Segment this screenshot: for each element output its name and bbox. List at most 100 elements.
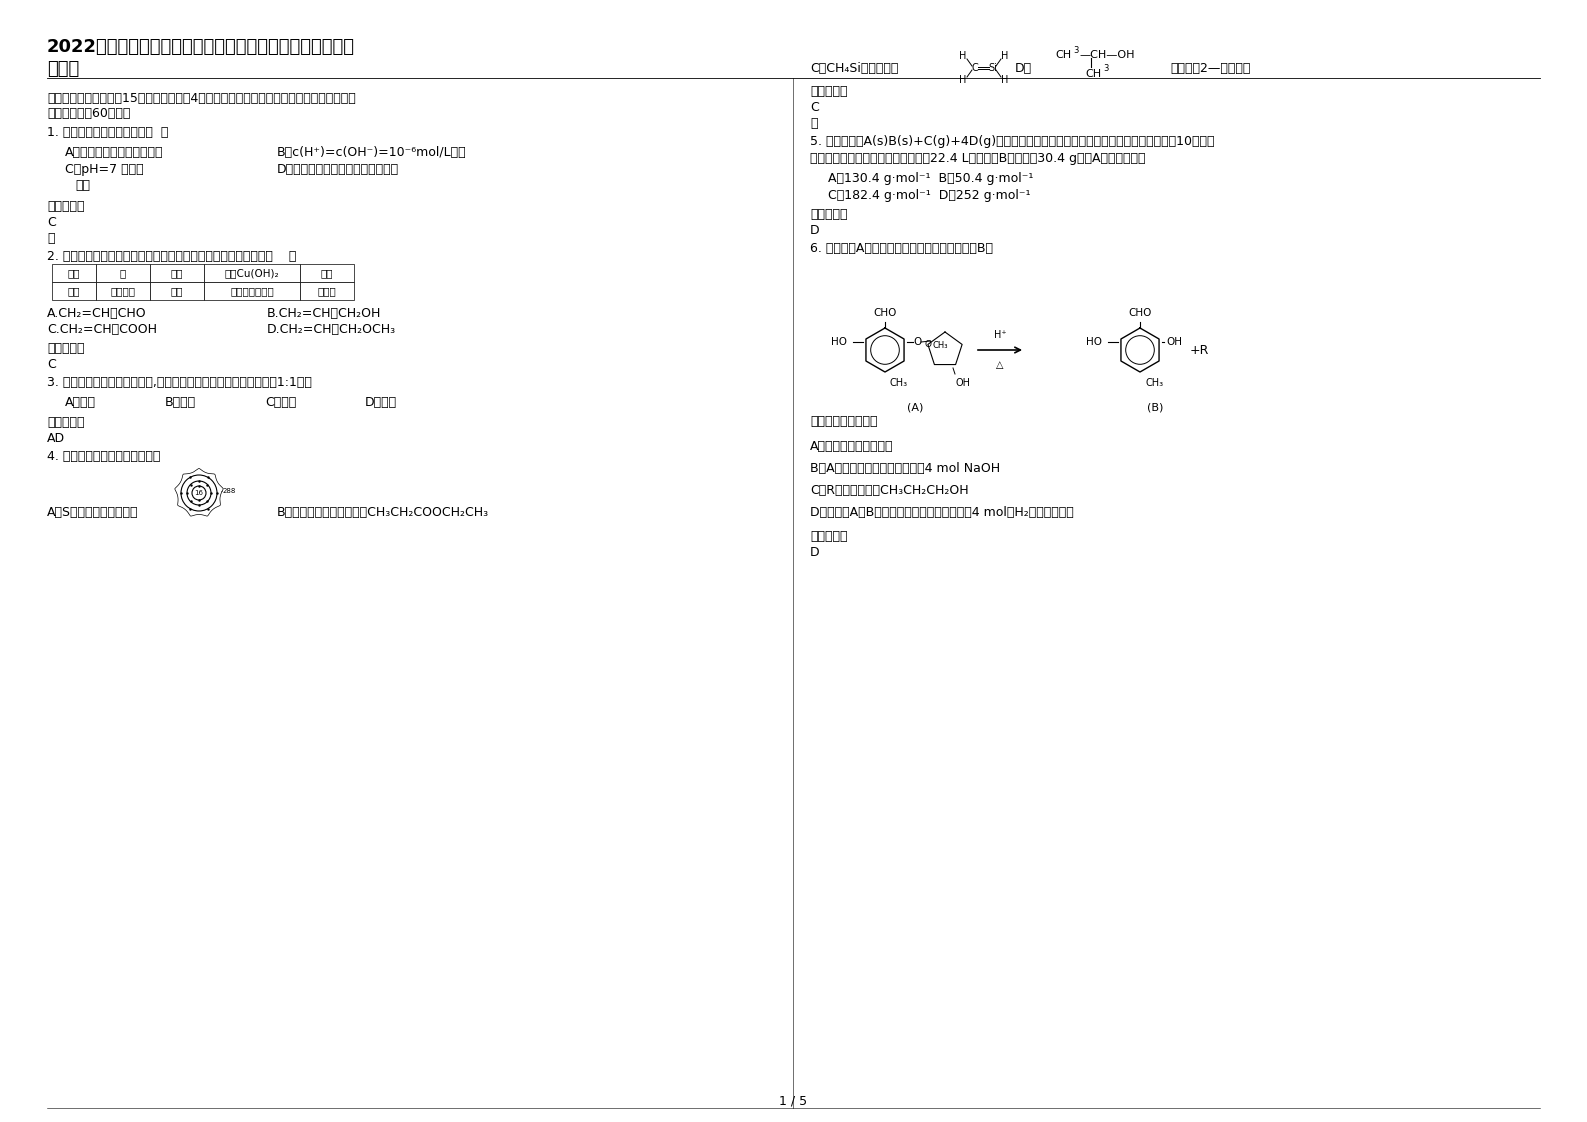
Text: CH₃: CH₃ (890, 378, 908, 388)
Text: D: D (809, 224, 819, 237)
Text: CH₃: CH₃ (1144, 378, 1163, 388)
Text: 不反应: 不反应 (317, 286, 336, 296)
Text: 参考答案：: 参考答案： (809, 85, 847, 98)
Text: C: C (48, 358, 56, 371)
Text: A.CH₂=CH－CHO: A.CH₂=CH－CHO (48, 307, 146, 320)
Text: 题目要求，共60分。）: 题目要求，共60分。） (48, 107, 130, 120)
Text: 3. 下列物质在空气里完全燃烧,生成二氧化碳和水的物质的量之比为1:1的有: 3. 下列物质在空气里完全燃烧,生成二氧化碳和水的物质的量之比为1:1的有 (48, 376, 313, 389)
Text: A．乙烯: A．乙烯 (65, 396, 95, 410)
Text: 试剂: 试剂 (68, 268, 81, 278)
Text: △: △ (997, 360, 1003, 370)
Text: 参考答案：: 参考答案： (809, 530, 847, 543)
Text: A．该反应属于消去反应: A．该反应属于消去反应 (809, 440, 893, 453)
Text: A．S原子的结构示意图：: A．S原子的结构示意图： (48, 506, 138, 519)
Text: B．A与烧碱溶液反应最多可中和4 mol NaOH: B．A与烧碱溶液反应最多可中和4 mol NaOH (809, 462, 1000, 475)
Text: 3: 3 (1073, 46, 1079, 55)
Bar (52, 264, 95, 282)
Text: A．使石蕊试液呈紫色的溶液: A．使石蕊试液呈紫色的溶液 (65, 146, 163, 159)
Text: 略: 略 (809, 117, 817, 130)
Text: HO: HO (1086, 337, 1101, 347)
Text: C.CH₂=CH－COOH: C.CH₂=CH－COOH (48, 323, 157, 335)
Text: B．c(H⁺)=c(OH⁻)=10⁻⁶mol/L溶液: B．c(H⁺)=c(OH⁻)=10⁻⁶mol/L溶液 (278, 146, 467, 159)
Text: B．乙酸乙酯的结构简式：CH₃CH₂COOCH₂CH₃: B．乙酸乙酯的结构简式：CH₃CH₂COOCH₂CH₃ (278, 506, 489, 519)
Bar (300, 264, 354, 282)
Bar (300, 282, 354, 300)
Text: H: H (1001, 75, 1009, 85)
Text: +R: +R (1190, 343, 1209, 357)
Text: C．pH=7 的溶液: C．pH=7 的溶液 (65, 163, 144, 176)
Text: AD: AD (48, 432, 65, 445)
Text: CH: CH (1086, 68, 1101, 79)
Text: O: O (924, 340, 932, 349)
Text: C: C (971, 63, 978, 73)
Text: 溶液: 溶液 (75, 180, 90, 192)
Text: —CH—OH: —CH—OH (1079, 50, 1135, 59)
Text: 16: 16 (195, 490, 203, 496)
Text: 2. 下表为某有机物与指定试剂反应的现象，据此推断该有机物是（    ）: 2. 下表为某有机物与指定试剂反应的现象，据此推断该有机物是（ ） (48, 250, 297, 263)
Text: 3: 3 (1103, 64, 1108, 73)
Bar (95, 264, 151, 282)
Text: CH₃: CH₃ (932, 340, 947, 349)
Text: 参考答案：: 参考答案： (809, 208, 847, 221)
Text: O: O (913, 337, 920, 347)
Text: C: C (809, 101, 819, 114)
Text: CHO: CHO (1128, 309, 1152, 318)
Text: 当所生成的气体体积在标准状况下为22.4 L时，所得B的质量为30.4 g，则A的摩尔质量为: 当所生成的气体体积在标准状况下为22.4 L时，所得B的质量为30.4 g，则A… (809, 151, 1146, 165)
Bar (95, 282, 151, 300)
Text: 一、单选题（本大题共15个小题，每小题4分。在每小题给出的四个选项中，只有一项符合: 一、单选题（本大题共15个小题，每小题4分。在每小题给出的四个选项中，只有一项符… (48, 92, 355, 105)
Text: H: H (959, 75, 966, 85)
Bar (52, 282, 95, 300)
Text: 参考答案：: 参考答案： (48, 200, 84, 213)
Text: H⁺: H⁺ (993, 330, 1006, 340)
Text: 溴水: 溴水 (171, 268, 183, 278)
Bar (151, 282, 205, 300)
Text: 288: 288 (224, 488, 236, 494)
Text: 参考答案：: 参考答案： (48, 416, 84, 429)
Bar (151, 264, 205, 282)
Text: D．: D． (1016, 62, 1032, 75)
Text: Si: Si (989, 63, 998, 73)
Text: B．乙炔: B．乙炔 (165, 396, 197, 410)
Text: C．R的结构简式为CH₃CH₂CH₂OH: C．R的结构简式为CH₃CH₂CH₂OH (809, 484, 968, 497)
Text: C: C (48, 217, 56, 229)
Text: CHO: CHO (873, 309, 897, 318)
Text: H: H (959, 50, 966, 61)
Text: 逐渐溶解呈蓝色: 逐渐溶解呈蓝色 (230, 286, 275, 296)
Text: (A): (A) (906, 402, 924, 412)
Text: 2022年福建省莆田市渠桥第一中学高二化学上学期期末试卷: 2022年福建省莆田市渠桥第一中学高二化学上学期期末试卷 (48, 38, 355, 56)
Text: C．CH₄Si的结构式：: C．CH₄Si的结构式： (809, 62, 898, 75)
Text: H: H (1001, 50, 1009, 61)
Text: A．130.4 g·mol⁻¹  B．50.4 g·mol⁻¹: A．130.4 g·mol⁻¹ B．50.4 g·mol⁻¹ (828, 172, 1033, 185)
Text: 1. 下列溶液一定呈中性的是（  ）: 1. 下列溶液一定呈中性的是（ ） (48, 126, 168, 139)
Text: 钠: 钠 (121, 268, 125, 278)
Text: 6. 某有机物A在酸性溶液中可发生如下反应生成B：: 6. 某有机物A在酸性溶液中可发生如下反应生成B： (809, 242, 993, 255)
Text: 下列说法中正确的是: 下列说法中正确的是 (809, 415, 878, 427)
Text: 褪色: 褪色 (171, 286, 183, 296)
Text: D.CH₂=CH－CH₂OCH₃: D.CH₂=CH－CH₂OCH₃ (267, 323, 397, 335)
Bar (205, 282, 300, 300)
Text: C．182.4 g·mol⁻¹  D．252 g·mol⁻¹: C．182.4 g·mol⁻¹ D．252 g·mol⁻¹ (828, 188, 1030, 202)
Text: 现象: 现象 (68, 286, 81, 296)
Text: 放出气体: 放出气体 (111, 286, 135, 296)
Text: CH: CH (1055, 50, 1071, 59)
Text: OH: OH (955, 378, 970, 388)
Text: 5. 已知反应：A(s)B(s)+C(g)+4D(g)，若测得生成的气体质量是同温同压下相同体积氢气的10倍，且: 5. 已知反应：A(s)B(s)+C(g)+4D(g)，若测得生成的气体质量是同… (809, 135, 1214, 148)
Text: OH: OH (1166, 337, 1182, 347)
Text: D．乙醛: D．乙醛 (365, 396, 397, 410)
Text: D．有机物A和B在镍的催化下，均最多只能与4 mol的H₂发生加成反应: D．有机物A和B在镍的催化下，均最多只能与4 mol的H₂发生加成反应 (809, 506, 1074, 519)
Bar (205, 264, 300, 282)
Text: 新制Cu(OH)₂: 新制Cu(OH)₂ (225, 268, 279, 278)
Text: 略: 略 (48, 232, 54, 245)
Text: 含解析: 含解析 (48, 59, 79, 79)
Text: D．酸与碱恰好完全反应生成正盐的: D．酸与碱恰好完全反应生成正盐的 (278, 163, 398, 176)
Text: HO: HO (832, 337, 847, 347)
Text: D: D (809, 546, 819, 559)
Text: 的名称：2—甲基乙醇: 的名称：2—甲基乙醇 (1170, 62, 1251, 75)
Text: B.CH₂=CH－CH₂OH: B.CH₂=CH－CH₂OH (267, 307, 381, 320)
Text: 参考答案：: 参考答案： (48, 342, 84, 355)
Text: (B): (B) (1147, 402, 1163, 412)
Text: 4. 下列化学用语或名称正确的是: 4. 下列化学用语或名称正确的是 (48, 450, 160, 463)
Text: C．乙醇: C．乙醇 (265, 396, 297, 410)
Text: 乙酸: 乙酸 (321, 268, 333, 278)
Text: 1 / 5: 1 / 5 (779, 1095, 808, 1109)
